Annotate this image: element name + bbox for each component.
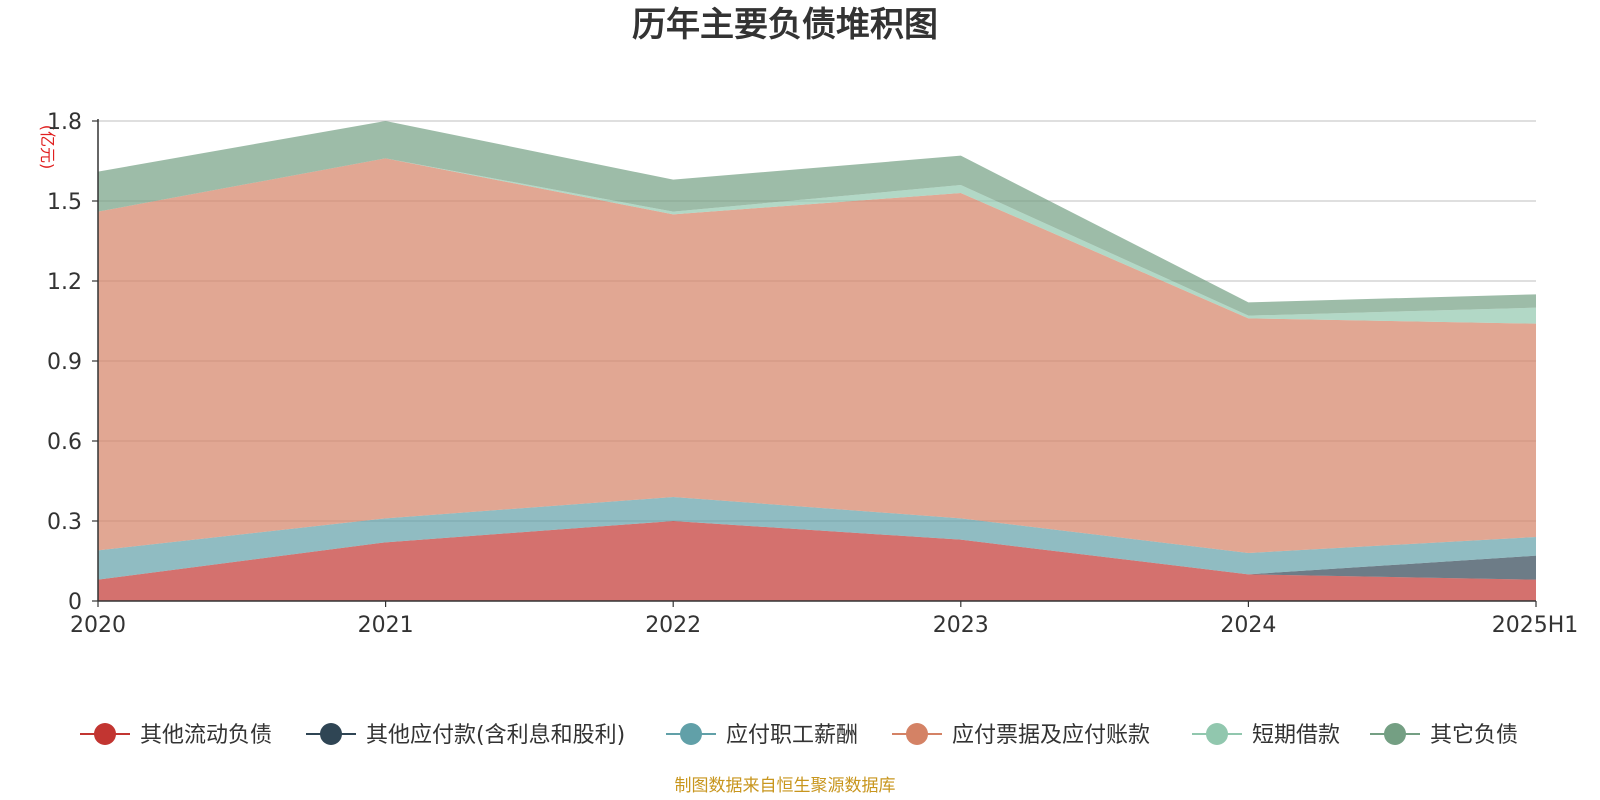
legend-item-0[interactable]: 其他流动负债 — [80, 723, 272, 748]
y-axis-unit: (亿元) — [38, 125, 57, 170]
legend-label: 其它负债 — [1430, 723, 1518, 748]
source-note: 制图数据来自恒生聚源数据库 — [675, 776, 896, 796]
y-tick-label: 0.3 — [47, 510, 82, 535]
legend-marker-icon — [320, 723, 342, 745]
area-series-3 — [98, 158, 1536, 554]
y-tick-label: 0.6 — [47, 430, 82, 455]
area-series-2 — [98, 497, 1536, 580]
area-series-1 — [98, 521, 1536, 580]
area-series-5 — [98, 121, 1536, 316]
legend-marker-icon — [1206, 723, 1228, 745]
legend-label: 其他应付款(含利息和股利) — [366, 723, 625, 748]
legend-item-5[interactable]: 其它负债 — [1370, 723, 1518, 748]
x-tick-label: 2021 — [358, 613, 414, 638]
x-tick-label: 2023 — [933, 613, 989, 638]
legend-marker-icon — [1384, 723, 1406, 745]
x-tick-label: 2024 — [1220, 613, 1276, 638]
legend-marker-icon — [680, 723, 702, 745]
legend-marker-icon — [906, 723, 928, 745]
area-series-0 — [98, 521, 1536, 601]
y-tick-label: 1.5 — [47, 190, 82, 215]
legend-marker-icon — [94, 723, 116, 745]
y-tick-label: 1.2 — [47, 270, 82, 295]
legend-item-1[interactable]: 其他应付款(含利息和股利) — [306, 723, 625, 748]
legend-label: 应付职工薪酬 — [726, 723, 858, 748]
legend-label: 应付票据及应付账款 — [952, 723, 1150, 748]
legend-label: 短期借款 — [1252, 723, 1340, 748]
y-tick-label: 0 — [68, 590, 82, 615]
legend-item-4[interactable]: 短期借款 — [1192, 723, 1340, 748]
x-tick-label: 2025H1 — [1492, 613, 1579, 638]
chart-title: 历年主要负债堆积图 — [632, 5, 938, 45]
legend-label: 其他流动负债 — [140, 723, 272, 748]
legend-item-2[interactable]: 应付职工薪酬 — [666, 723, 858, 748]
x-tick-label: 2022 — [645, 613, 701, 638]
legend-item-3[interactable]: 应付票据及应付账款 — [892, 723, 1150, 748]
stacked-areas — [98, 121, 1536, 601]
x-tick-label: 2020 — [70, 613, 126, 638]
axes: 0 0.3 0.6 0.9 1.2 1.5 1.8 2020 2021 2022 2023 2024 2… — [47, 110, 1578, 638]
y-tick-label: 1.8 — [47, 110, 82, 135]
legend[interactable]: 其他流动负债 其他应付款(含利息和股利) 应付职工薪酬 应付票据及应付账款 短期借款 其它… — [80, 723, 1518, 748]
y-tick-label: 0.9 — [47, 350, 82, 375]
